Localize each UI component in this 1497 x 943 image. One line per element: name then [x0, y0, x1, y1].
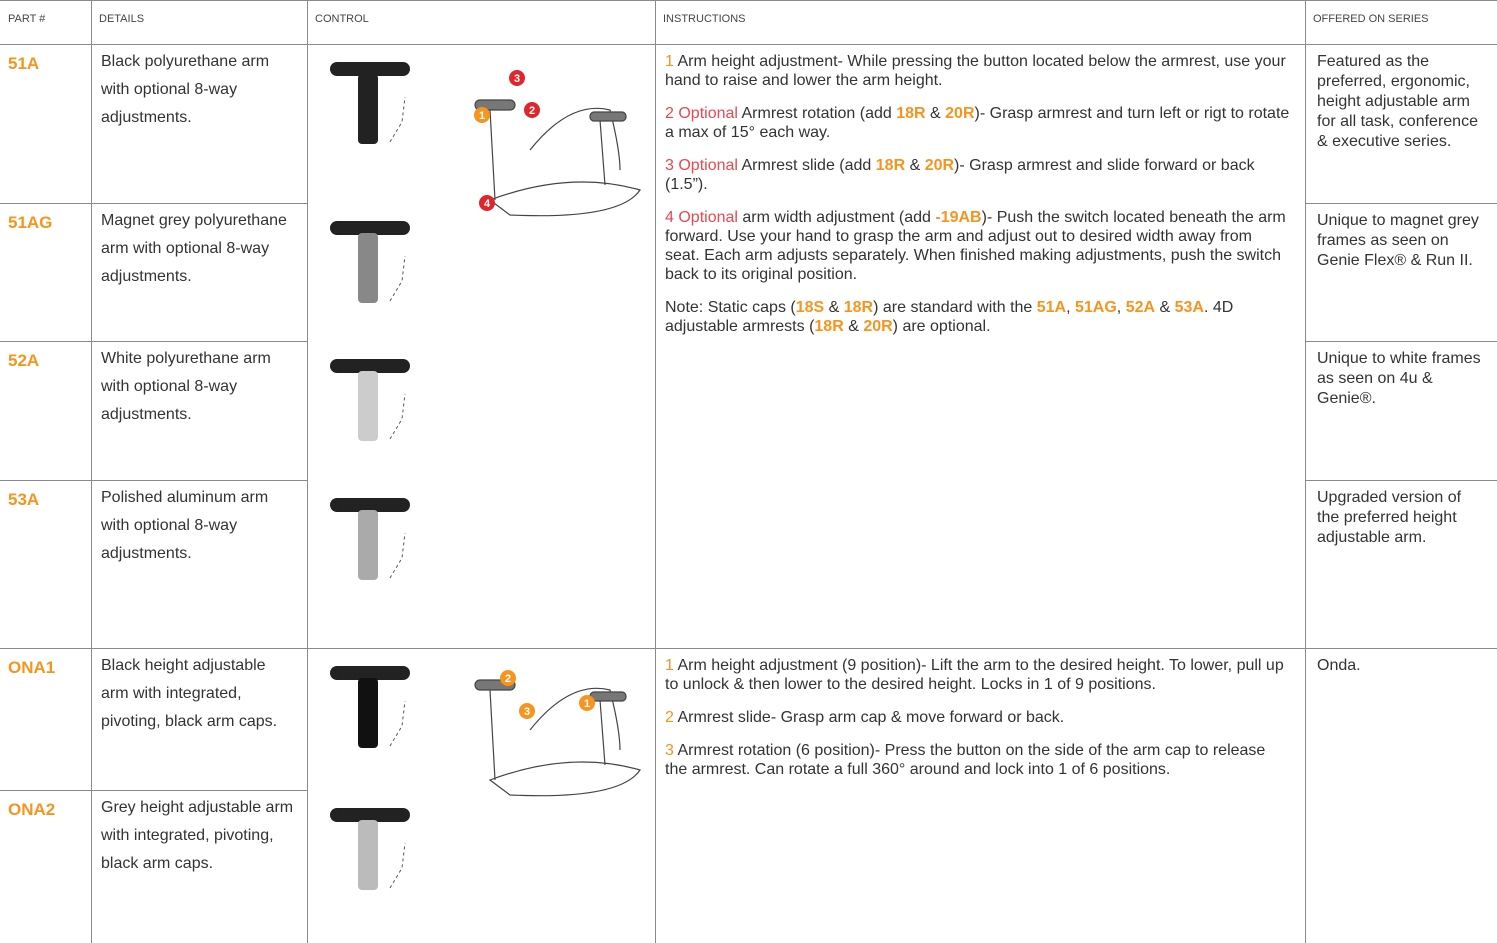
- header-cell: PART #: [8, 13, 46, 25]
- badge-label: 1: [584, 698, 590, 710]
- badge: [524, 102, 540, 118]
- text-run: )- Push the switch located beneath the a…: [665, 209, 1286, 283]
- details: Black polyurethane arm with optional 8-w…: [101, 53, 270, 126]
- text-run: Note: Static caps (: [665, 299, 796, 316]
- header-cell: OFFERED ON SERIES: [1313, 13, 1429, 25]
- text-run: Armrest rotation (add: [737, 105, 897, 122]
- badge-label: 2: [529, 105, 535, 117]
- text-run: )- Grasp armrest and slide forward or ba…: [665, 157, 1255, 193]
- part-number: ONA2: [8, 800, 56, 819]
- header-cell: CONTROL: [315, 13, 369, 25]
- text-run: Armrest slide- Grasp arm cap & move forw…: [673, 709, 1065, 726]
- text-run: 18R: [814, 318, 844, 335]
- header-cell: INSTRUCTIONS: [663, 13, 746, 25]
- text-run: Armrest slide (add: [737, 157, 876, 174]
- instruction-paragraph: 1 Arm height adjustment- While pressing …: [665, 52, 1291, 90]
- text-run: &: [824, 299, 844, 316]
- text-run: 4 Optional: [665, 209, 738, 226]
- instruction-paragraph: 3 Optional Armrest slide (add 18R & 20R)…: [665, 156, 1291, 194]
- badge-label: 3: [524, 706, 530, 718]
- offered-series: Unique to white frames as seen on 4u & G…: [1317, 350, 1481, 407]
- details: Grey height adjustable arm with integrat…: [101, 799, 294, 872]
- badge: [479, 195, 495, 211]
- badge-label: 4: [484, 198, 491, 210]
- text-run: Arm height adjustment- While pressing th…: [665, 53, 1286, 89]
- instruction-paragraph: 2 Armrest slide- Grasp arm cap & move fo…: [665, 708, 1291, 727]
- arm-image: [330, 498, 410, 580]
- text-run: 3: [665, 742, 674, 759]
- offered-series: Onda.: [1317, 657, 1361, 674]
- part-number: 52A: [8, 351, 40, 370]
- text-run: 18R: [896, 105, 926, 122]
- text-run: 20R: [863, 318, 893, 335]
- text-run: &: [843, 318, 864, 335]
- instruction-paragraph: 1 Arm height adjustment (9 position)- Li…: [665, 656, 1291, 694]
- text-run: 18R: [843, 299, 874, 316]
- part-number: 51A: [8, 54, 40, 73]
- arm-image: [330, 62, 410, 144]
- badge: [579, 695, 595, 711]
- chair-image: [474, 679, 641, 797]
- text-run: . 4D adjustable armrests (: [665, 299, 1234, 335]
- text-run: 52A: [1125, 299, 1156, 316]
- instructions: 1 Arm height adjustment (9 position)- Li…: [655, 648, 1305, 943]
- text-run: ,: [1116, 299, 1126, 316]
- text-run: -19AB: [935, 209, 982, 226]
- text-run: 2 Optional: [665, 105, 738, 122]
- text-run: &: [1155, 299, 1175, 316]
- text-run: 53A: [1174, 299, 1204, 316]
- badge-label: 3: [514, 73, 520, 85]
- offered-series: Upgraded version of the preferred height…: [1317, 489, 1462, 546]
- text-run: &: [905, 157, 925, 174]
- badge: [500, 670, 516, 686]
- badge: [474, 107, 490, 123]
- text-run: 20R: [945, 105, 975, 122]
- text-run: 3 Optional: [665, 157, 738, 174]
- text-run: 51A: [1036, 299, 1067, 316]
- text-run: 1: [665, 657, 674, 674]
- header-cell: DETAILS: [99, 13, 145, 25]
- details: Polished aluminum arm with optional 8-wa…: [101, 489, 269, 562]
- part-number: 53A: [8, 490, 40, 509]
- text-run: 18R: [875, 157, 906, 174]
- text-run: 20R: [924, 157, 955, 174]
- offered-series: Unique to magnet grey frames as seen on …: [1317, 212, 1479, 269]
- details: Magnet grey polyurethane arm with option…: [101, 212, 287, 285]
- part-number: ONA1: [8, 658, 56, 677]
- text-run: 18S: [795, 299, 825, 316]
- badge: [509, 70, 525, 86]
- text-run: 2: [665, 709, 674, 726]
- arm-image: [330, 221, 410, 303]
- instruction-paragraph: 4 Optional arm width adjustment (add -19…: [665, 208, 1291, 284]
- instruction-paragraph: Note: Static caps (18S & 18R) are standa…: [665, 298, 1291, 336]
- text-run: 51AG: [1075, 299, 1117, 316]
- badge-label: 1: [479, 110, 485, 122]
- badge: [519, 703, 535, 719]
- badge-label: 2: [505, 673, 511, 685]
- details: White polyurethane arm with optional 8-w…: [101, 350, 271, 423]
- text-run: 1: [665, 53, 674, 70]
- text-run: )- Grasp armrest and turn left or rigt t…: [665, 105, 1290, 141]
- instruction-paragraph: 2 Optional Armrest rotation (add 18R & 2…: [665, 104, 1291, 142]
- instruction-paragraph: 3 Armrest rotation (6 position)- Press t…: [665, 741, 1291, 779]
- chair-image: [474, 99, 641, 217]
- text-run: Armrest rotation (6 position)- Press the…: [665, 742, 1266, 778]
- text-run: &: [925, 105, 946, 122]
- text-run: ,: [1066, 299, 1075, 316]
- instructions: 1 Arm height adjustment- While pressing …: [655, 44, 1305, 648]
- text-run: Arm height adjustment (9 position)- Lift…: [665, 657, 1284, 693]
- details: Black height adjustable arm with integra…: [101, 657, 278, 730]
- text-run: arm width adjustment (add: [737, 209, 936, 226]
- arm-image: [330, 359, 410, 441]
- text-run: ) are optional.: [892, 318, 991, 335]
- text-run: ) are standard with the: [873, 299, 1037, 316]
- arm-image: [330, 808, 410, 890]
- arm-image: [330, 666, 410, 748]
- part-number: 51AG: [8, 213, 53, 232]
- offered-series: Featured as the preferred, ergonomic, he…: [1317, 53, 1478, 150]
